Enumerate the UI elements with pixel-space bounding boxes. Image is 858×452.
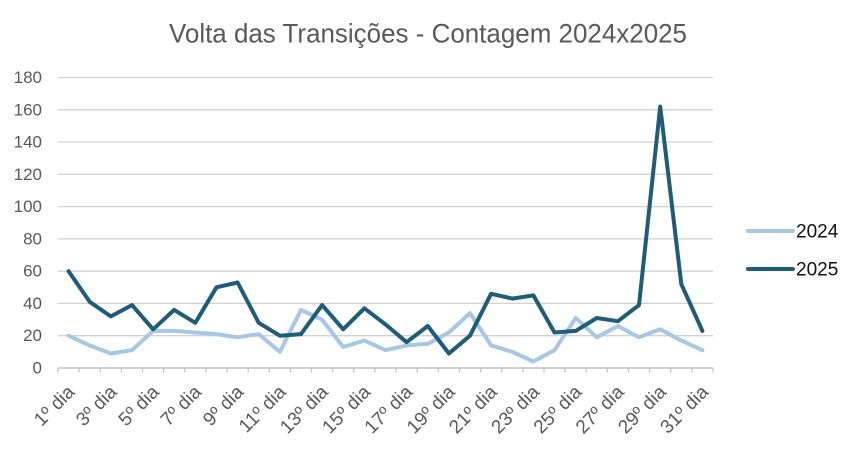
svg-text:40: 40	[23, 294, 42, 313]
svg-text:2025: 2025	[796, 260, 838, 281]
svg-text:120: 120	[14, 165, 42, 184]
svg-text:100: 100	[14, 197, 42, 216]
svg-text:0: 0	[33, 359, 42, 378]
svg-text:80: 80	[23, 229, 42, 248]
svg-text:180: 180	[14, 68, 42, 87]
svg-text:Volta das Transições - Contage: Volta das Transições - Contagem 2024x202…	[169, 19, 687, 49]
svg-text:140: 140	[14, 133, 42, 152]
svg-text:20: 20	[23, 326, 42, 345]
svg-text:2024: 2024	[796, 222, 839, 243]
svg-text:160: 160	[14, 100, 42, 119]
svg-text:60: 60	[23, 262, 42, 281]
